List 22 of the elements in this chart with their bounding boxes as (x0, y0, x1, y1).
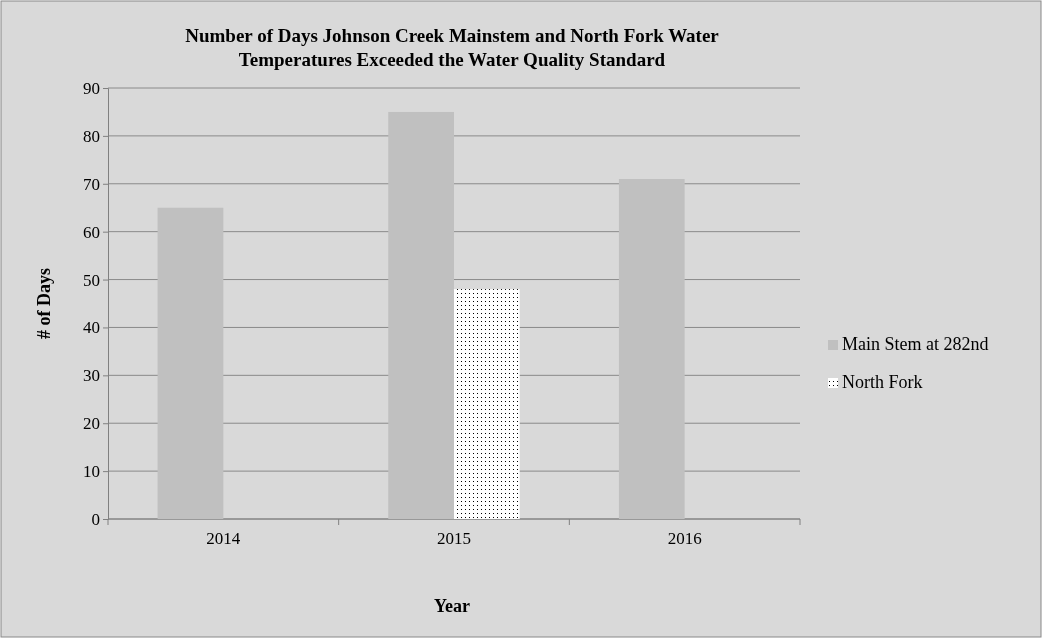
y-tick-label: 10 (83, 462, 100, 482)
x-tick-label: 2014 (206, 529, 241, 548)
bar (157, 207, 224, 519)
bar (388, 111, 454, 519)
y-tick-label: 30 (83, 366, 100, 386)
bar (454, 289, 520, 519)
legend-label: North Fork (842, 372, 923, 392)
x-tick-label: 2016 (667, 529, 702, 548)
y-axis-title: # of Days (34, 268, 54, 339)
y-tick-label: 0 (91, 509, 100, 529)
y-tick-label: 50 (83, 270, 100, 290)
y-tick-label: 90 (83, 78, 100, 98)
chart-title: Number of Days Johnson Creek Mainstem and North Fork Water Temperatures Exceeded the Water Quality Standard (185, 25, 720, 70)
legend-label: Main Stem at 282nd (842, 334, 989, 354)
y-tick-label: 60 (83, 222, 100, 242)
bar (618, 178, 685, 519)
y-tick-label: 20 (83, 414, 100, 434)
y-tick-label: 70 (83, 174, 100, 194)
y-tick-label: 80 (83, 126, 100, 146)
x-axis-title: Year (434, 596, 470, 616)
y-tick-label: 40 (83, 318, 100, 338)
x-tick-label: 2015 (437, 529, 471, 548)
